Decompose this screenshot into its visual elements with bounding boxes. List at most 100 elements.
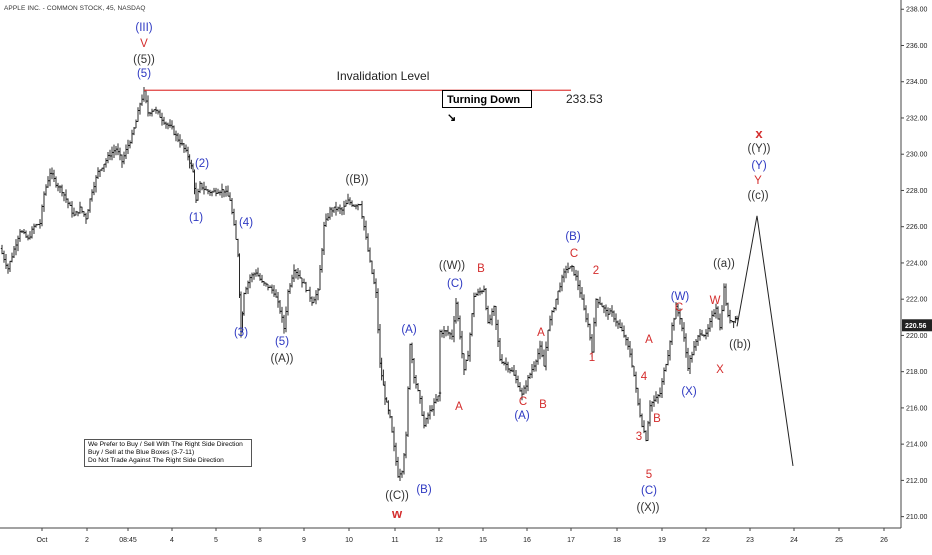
ohlc-bar	[89, 198, 91, 212]
invalidation-price-label: 233.53	[566, 92, 603, 106]
ohlc-bar	[639, 399, 641, 418]
wave-label: 3	[636, 431, 642, 443]
turning-down-box: Turning Down ↘	[442, 90, 532, 108]
ohlc-bar	[277, 292, 279, 308]
ohlc-bar	[493, 306, 495, 316]
ohlc-bar	[373, 269, 375, 284]
ohlc-bar	[380, 358, 382, 381]
ohlc-bar	[349, 197, 351, 205]
ohlc-bar	[601, 303, 603, 307]
x-tick-label: 23	[746, 537, 754, 544]
ohlc-bar	[563, 269, 565, 283]
ohlc-bar	[135, 119, 137, 128]
ohlc-bar	[382, 370, 384, 386]
ohlc-bar	[311, 296, 313, 305]
wave-label: ((W))	[439, 260, 465, 272]
ohlc-bar	[11, 253, 13, 263]
ohlc-bar	[585, 305, 587, 322]
x-tick-label: 15	[479, 537, 487, 544]
x-tick-label: 8	[258, 537, 262, 544]
ohlc-bar	[243, 293, 245, 316]
x-tick-label: 11	[391, 537, 398, 544]
wave-label: (C)	[641, 485, 657, 497]
ohlc-bar	[141, 95, 143, 106]
x-tick-label: 12	[435, 537, 443, 544]
ohlc-bar	[555, 299, 557, 310]
ohlc-bar	[625, 335, 627, 346]
ohlc-bar	[384, 381, 386, 405]
ohlc-bar	[435, 394, 437, 404]
ohlc-bar	[27, 235, 29, 241]
ohlc-bar	[495, 306, 497, 330]
ohlc-bars	[1, 87, 738, 481]
ohlc-bar	[173, 125, 175, 135]
ohlc-bar	[439, 330, 441, 394]
note-line-1: We Prefer to Buy / Sell With The Right S…	[88, 441, 248, 449]
ohlc-bar	[711, 311, 713, 328]
y-tick-label: 236.00	[906, 43, 928, 50]
ohlc-bar	[485, 288, 487, 310]
ohlc-bar	[257, 268, 259, 277]
y-tick-label: 218.00	[906, 369, 928, 376]
ohlc-bar	[175, 131, 177, 142]
ohlc-bar	[93, 182, 95, 195]
ohlc-bar	[575, 270, 577, 281]
ohlc-bar	[117, 143, 119, 155]
ohlc-bar	[333, 207, 335, 213]
ohlc-bar	[689, 355, 691, 374]
ohlc-bar	[190, 160, 192, 169]
ohlc-bar	[669, 340, 671, 360]
wave-label: B	[477, 263, 485, 275]
ohlc-bar	[627, 337, 629, 350]
wave-label: (III)	[135, 22, 152, 34]
ohlc-bar	[187, 147, 189, 161]
ohlc-bar	[211, 191, 213, 197]
ohlc-bar	[529, 373, 531, 379]
ohlc-bar	[177, 133, 179, 142]
ohlc-bar	[238, 253, 240, 298]
ohlc-bar	[235, 220, 237, 239]
ohlc-bar	[47, 176, 49, 188]
ohlc-bar	[547, 330, 549, 351]
ohlc-bar	[125, 144, 127, 158]
ohlc-bar	[427, 412, 429, 423]
ohlc-bar	[283, 315, 285, 334]
invalidation-label: Invalidation Level	[337, 69, 430, 83]
ohlc-bar	[119, 148, 121, 161]
ohlc-bar	[161, 113, 163, 126]
ohlc-bar	[215, 188, 217, 196]
ohlc-bar	[55, 176, 57, 187]
wave-label: X	[716, 364, 724, 376]
ohlc-bar	[497, 320, 499, 347]
x-tick-label: 26	[880, 537, 888, 544]
ohlc-bar	[587, 313, 589, 327]
wave-label: C	[570, 248, 578, 260]
ohlc-bar	[17, 236, 19, 252]
ohlc-bar	[265, 283, 267, 287]
x-tick-label: 9	[302, 537, 306, 544]
ohlc-bar	[581, 287, 583, 300]
x-tick-label: 4	[170, 537, 174, 544]
y-tick-label: 214.00	[906, 442, 928, 449]
wave-label: (A)	[401, 324, 417, 336]
ohlc-bar	[685, 333, 687, 358]
ohlc-bar	[491, 308, 493, 325]
x-tick-label: 24	[790, 537, 798, 544]
ohlc-bar	[181, 139, 183, 145]
ohlc-bar	[655, 391, 657, 402]
ohlc-bar	[99, 169, 101, 176]
ohlc-bar	[449, 332, 451, 339]
y-tick-label: 234.00	[906, 79, 928, 86]
ohlc-bar	[515, 370, 517, 383]
ohlc-bar	[463, 353, 465, 375]
ohlc-bar	[647, 421, 649, 441]
ohlc-bar	[603, 305, 605, 313]
x-tick-label: 17	[567, 537, 575, 544]
ohlc-bar	[413, 358, 415, 384]
wave-label: ((B))	[346, 174, 369, 186]
ohlc-bar	[531, 364, 533, 378]
ohlc-bar	[331, 207, 333, 217]
ohlc-bar	[83, 211, 85, 217]
ohlc-bar	[595, 298, 597, 326]
